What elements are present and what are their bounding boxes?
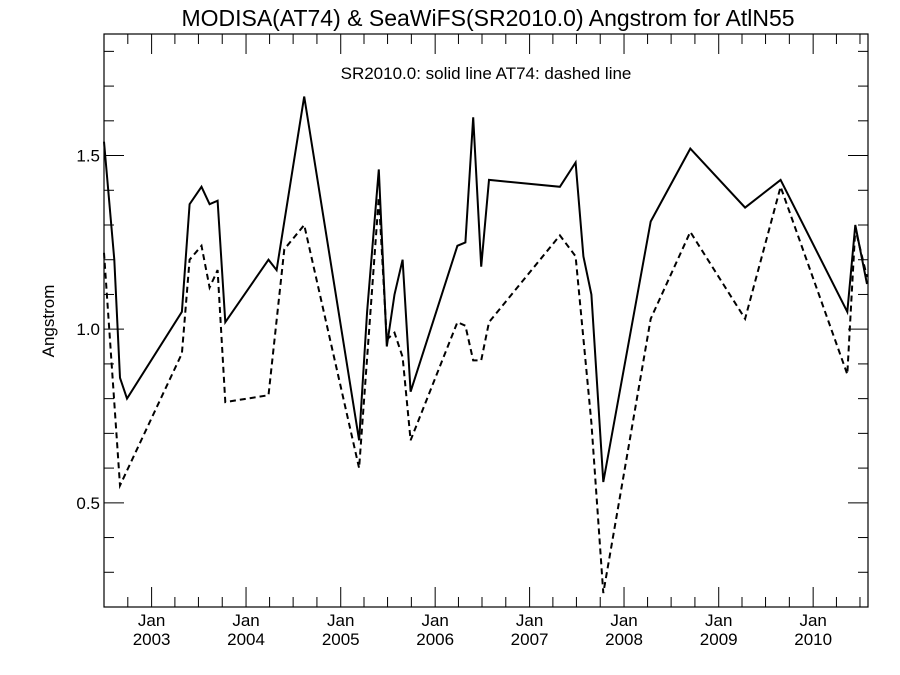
x-tick-year-label: 2006	[416, 630, 454, 649]
x-tick-month-label: Jan	[799, 611, 826, 630]
series-line-sr2010-0	[103, 96, 868, 483]
line-style-annotation: SR2010.0: solid line AT74: dashed line	[341, 64, 632, 83]
chart-title: MODISA(AT74) & SeaWiFS(SR2010.0) Angstro…	[181, 5, 794, 31]
x-tick-month-label: Jan	[421, 611, 448, 630]
y-tick-label: 1.0	[76, 320, 100, 339]
y-axis-label: Angstrom	[39, 285, 58, 358]
x-tick-month-label: Jan	[705, 611, 732, 630]
plot-frame	[103, 33, 869, 608]
tick-labels: 0.51.01.5Jan2003Jan2004Jan2005Jan2006Jan…	[76, 147, 832, 649]
x-tick-year-label: 2003	[133, 630, 171, 649]
y-tick-label: 0.5	[76, 494, 100, 513]
y-tick-label: 1.5	[76, 147, 100, 166]
x-tick-year-label: 2005	[322, 630, 360, 649]
x-tick-year-label: 2007	[511, 630, 549, 649]
series-line-at74	[103, 183, 868, 594]
x-tick-year-label: 2004	[227, 630, 265, 649]
axis-ticks	[104, 34, 868, 607]
series-lines	[103, 96, 868, 594]
x-tick-year-label: 2009	[700, 630, 738, 649]
x-tick-year-label: 2010	[794, 630, 832, 649]
x-tick-month-label: Jan	[232, 611, 259, 630]
x-tick-month-label: Jan	[327, 611, 354, 630]
x-tick-month-label: Jan	[516, 611, 543, 630]
x-tick-month-label: Jan	[610, 611, 637, 630]
x-tick-month-label: Jan	[138, 611, 165, 630]
x-tick-year-label: 2008	[605, 630, 643, 649]
